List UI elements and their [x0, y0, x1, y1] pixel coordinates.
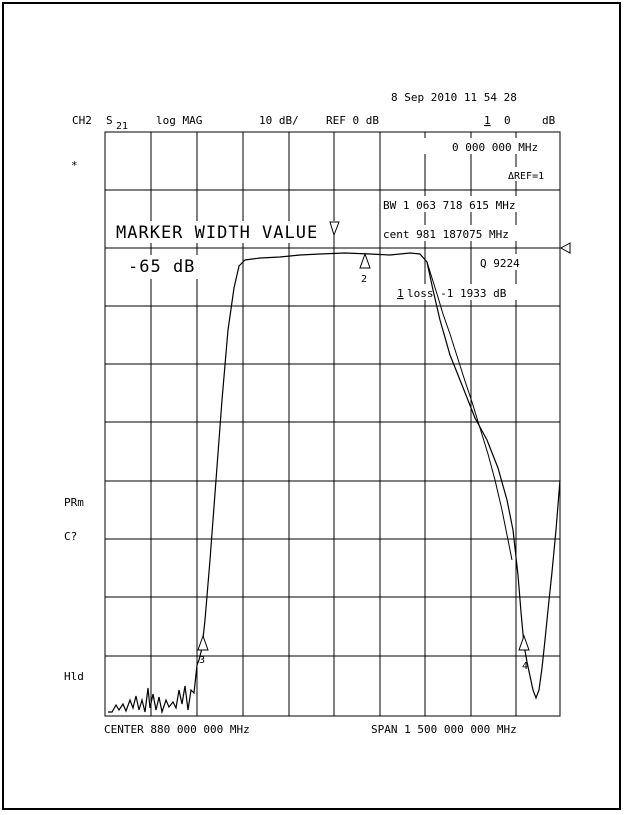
- marker-4-label: 4: [522, 661, 528, 672]
- ref-mode: ΔREF=1: [508, 171, 544, 182]
- datetime: 8 Sep 2010 11 54 28: [391, 91, 517, 104]
- marker-frequency: 0 000 000 MHz: [452, 141, 538, 154]
- span-frequency: SPAN 1 500 000 000 MHz: [371, 723, 517, 736]
- format-label: log MAG: [156, 114, 202, 127]
- marker-1[interactable]: [329, 221, 340, 252]
- marker-width-title: MARKER WIDTH VALUE: [116, 223, 318, 243]
- marker-2[interactable]: 2: [359, 252, 371, 285]
- channel-label: CH2: [72, 114, 92, 127]
- reference-label: REF 0 dB: [326, 114, 379, 127]
- param-label: S: [106, 114, 113, 127]
- marker-3-label: 3: [199, 655, 205, 666]
- bandwidth-readout: BW 1 063 718 615 MHz: [383, 199, 515, 212]
- marker-3[interactable]: 3: [197, 634, 209, 666]
- center-frequency: CENTER 880 000 000 MHz: [104, 723, 250, 736]
- loss-readout: loss -1 1933 dB: [407, 287, 507, 300]
- param-subscript: 21: [116, 121, 128, 132]
- q-readout: Q 9224: [480, 257, 520, 270]
- star-indicator: *: [71, 159, 78, 172]
- cal-indicator: C?: [64, 530, 77, 543]
- loss-marker-number: 1: [397, 287, 404, 300]
- reference-line-arrow: [559, 242, 571, 254]
- marker-width-value: -65 dB: [128, 257, 195, 277]
- active-marker-number: 1: [484, 114, 491, 127]
- graticule: [104, 131, 561, 717]
- hold-indicator: Hld: [64, 670, 84, 683]
- scale-label: 10 dB/: [259, 114, 299, 127]
- center-readout: cent 981 187075 MHz: [383, 228, 509, 241]
- active-marker-unit: dB: [542, 114, 556, 127]
- prm-indicator: PRm: [64, 496, 84, 509]
- active-marker-value: 0: [504, 114, 511, 127]
- marker-4[interactable]: 4: [518, 634, 530, 672]
- s21-trace: [108, 252, 561, 715]
- marker-2-label: 2: [361, 274, 367, 285]
- memory-trace: [426, 261, 513, 561]
